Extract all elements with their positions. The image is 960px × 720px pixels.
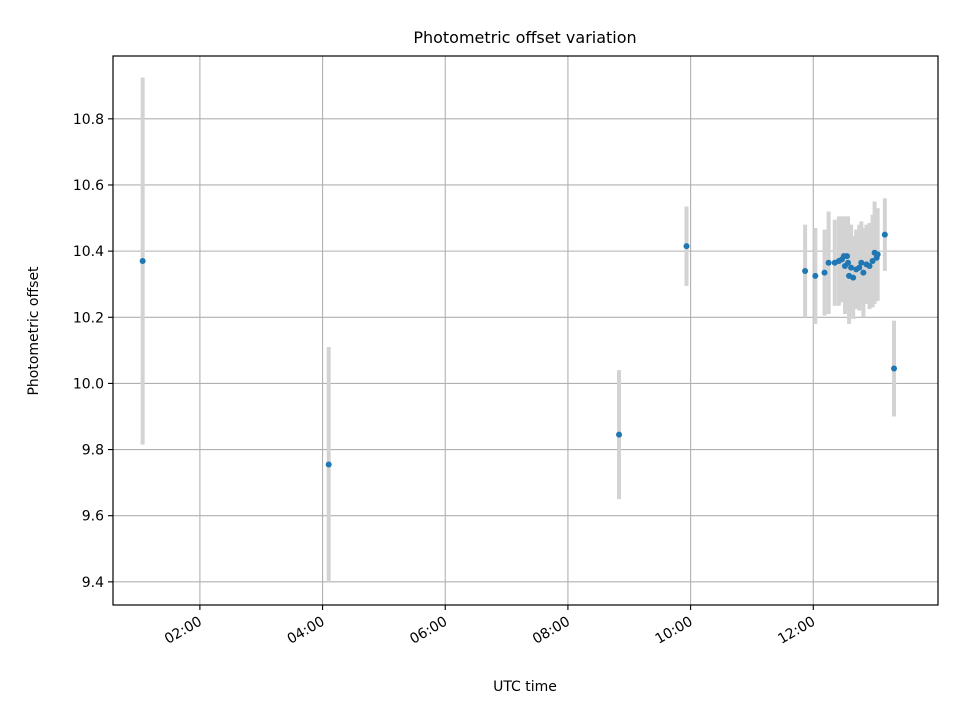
data-point <box>825 259 832 266</box>
data-point <box>866 263 873 270</box>
y-tick-label: 10.2 <box>73 310 104 326</box>
x-tick-label: 12:00 <box>775 614 818 648</box>
y-tick-label: 9.4 <box>82 575 104 591</box>
data-point <box>850 274 857 281</box>
y-tick-label: 10.4 <box>73 244 104 260</box>
data-point <box>802 267 809 274</box>
x-tick-label: 08:00 <box>530 614 573 648</box>
data-point <box>858 259 865 266</box>
y-tick-label: 9.6 <box>82 509 104 525</box>
data-points <box>139 231 898 468</box>
data-point <box>891 365 898 372</box>
data-point <box>869 258 876 265</box>
x-tick-label: 06:00 <box>407 614 450 648</box>
y-tick-label: 9.8 <box>82 443 104 459</box>
data-point <box>856 264 863 271</box>
data-point <box>848 264 855 271</box>
data-point <box>139 258 146 265</box>
data-point <box>821 269 828 276</box>
y-tick-label: 10.0 <box>73 376 104 392</box>
data-point <box>325 461 332 468</box>
x-tick-label: 04:00 <box>285 614 328 648</box>
y-tick-label: 10.8 <box>73 112 104 128</box>
x-axis-label: UTC time <box>493 679 557 695</box>
data-point <box>845 259 852 266</box>
data-point <box>844 253 851 260</box>
data-point <box>683 243 690 250</box>
x-tick-label: 02:00 <box>162 614 205 648</box>
error-bars <box>140 77 897 582</box>
plot-frame <box>112 55 939 606</box>
x-tick-label: 10:00 <box>653 614 696 648</box>
y-tick-label: 10.6 <box>73 178 104 194</box>
y-axis-label: Photometric offset <box>26 266 42 396</box>
data-point <box>812 272 819 279</box>
grid-lines <box>113 56 938 605</box>
data-point <box>860 269 867 276</box>
data-point <box>874 251 881 258</box>
data-point <box>881 231 888 238</box>
data-point <box>616 431 623 438</box>
chart-title: Photometric offset variation <box>413 28 636 47</box>
